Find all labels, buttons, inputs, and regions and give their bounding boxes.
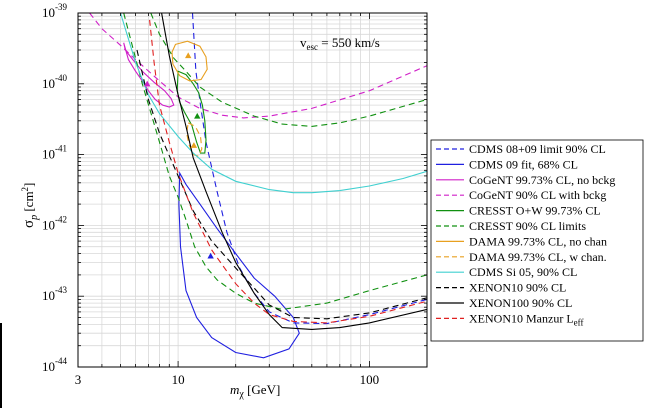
legend-label-9: XENON10 90% CL: [469, 281, 566, 295]
legend-label-10: XENON100 90% CL: [469, 296, 572, 310]
y-tick-label-2: 10-42: [42, 214, 67, 232]
series-line-12: [149, 19, 427, 324]
legend-label-5: CRESST 90% CL limits: [469, 219, 586, 233]
x-tick-label-2: 100: [360, 372, 380, 387]
x-tick-label-0: 3: [75, 372, 82, 387]
series-line-7: [171, 40, 208, 82]
data-marker-1: [190, 142, 198, 148]
tick-labels: 3 10 100 10-44 10-43 10-42 10-41 10-40 10-39: [42, 2, 379, 387]
series-line-9: [119, 13, 427, 194]
series-line-10: [136, 49, 427, 320]
series-line-0: [191, 13, 427, 325]
y-axis-label: σp [cm2]: [20, 183, 40, 228]
data-marker-4: [207, 252, 214, 259]
left-edge-line: [0, 323, 2, 408]
legend-label-8: CDMS Si 05, 90% CL: [469, 265, 577, 279]
x-axis-label: mχ [GeV]: [230, 382, 280, 400]
series-line-5: [123, 13, 427, 310]
data-marker-2: [144, 80, 151, 87]
legend-label-2: CoGeNT 99.73% CL, no bckg: [469, 173, 615, 187]
series-line-3: [89, 13, 427, 119]
series-layer: [89, 13, 427, 359]
legend-label-0: CDMS 08+09 limit 90% CL: [469, 142, 606, 156]
series-line-1: [178, 170, 300, 359]
ticks: [77, 13, 428, 368]
y-tick-label-4: 10-40: [42, 73, 67, 91]
y-tick-label-0: 10-44: [42, 356, 67, 374]
legend-label-6: DAMA 99.73% CL, no chan: [469, 234, 607, 248]
data-marker-3: [194, 112, 201, 119]
x-tick-label-1: 10: [172, 372, 185, 387]
series-line-11: [161, 13, 427, 330]
series-line-6: [150, 13, 427, 127]
data-marker-0: [185, 52, 192, 59]
plot-frame: [77, 12, 428, 368]
legend-label-3: CoGeNT 90% CL with bckg: [469, 188, 606, 202]
y-tick-label-5: 10-39: [42, 2, 67, 20]
marker-layer: [144, 52, 214, 259]
legend-label-7: DAMA 99.73% CL, w chan.: [469, 250, 607, 264]
y-tick-label-1: 10-43: [42, 285, 67, 303]
legend-label-11: XENON10 Manzur Leff: [469, 311, 583, 327]
legend-label-4: CRESST O+W 99.73% CL: [469, 204, 601, 218]
y-tick-label-3: 10-41: [42, 144, 67, 162]
annotation-vesc: vesc = 550 km/s: [300, 35, 380, 52]
series-line-8: [186, 122, 203, 157]
legend-box: [430, 139, 644, 342]
legend-label-1: CDMS 09 fit, 68% CL: [469, 157, 578, 171]
